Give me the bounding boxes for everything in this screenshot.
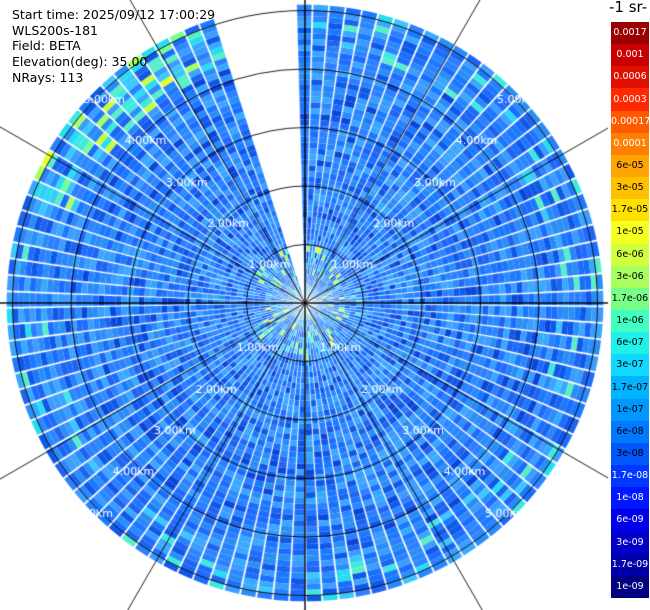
colorbar-cell bbox=[611, 110, 649, 134]
colorbar-label: 1e-05 bbox=[616, 226, 644, 238]
colorbar-cell bbox=[611, 177, 649, 200]
colorbar-label: 3e-06 bbox=[616, 270, 644, 282]
field-text: Field: BETA bbox=[12, 38, 81, 53]
colorbar-label: 0.0003 bbox=[613, 93, 647, 105]
colorbar-label: 3e-09 bbox=[616, 536, 644, 548]
start-time-text: Start time: 2025/09/12 17:00:29 bbox=[12, 7, 216, 22]
colorbar-cell bbox=[611, 66, 649, 89]
colorbar-label: 1e-06 bbox=[616, 315, 644, 327]
nrays-text: NRays: 113 bbox=[12, 70, 84, 85]
colorbar-cell bbox=[611, 575, 649, 599]
colorbar-label: 0.00017 bbox=[611, 115, 650, 127]
colorbar-label: 3e-05 bbox=[616, 182, 644, 194]
colorbar-cell bbox=[611, 265, 649, 289]
colorbar-label: 6e-06 bbox=[616, 248, 644, 260]
colorbar-cell bbox=[611, 531, 649, 555]
elevation-text: Elevation(deg): 35.00 bbox=[12, 54, 148, 69]
colorbar-label: 6e-05 bbox=[616, 160, 644, 171]
colorbar-label: 1.7e-07 bbox=[611, 381, 649, 393]
instrument-text: WLS200s-181 bbox=[12, 23, 98, 38]
colorbar-label: 1.7e-09 bbox=[611, 558, 649, 570]
colorbar-cell bbox=[611, 22, 649, 45]
colorbar-label: 0.0006 bbox=[613, 71, 647, 83]
colorbar-cell bbox=[611, 376, 649, 400]
colorbar-cell bbox=[611, 44, 649, 67]
colorbar-label: 1.7e-05 bbox=[611, 204, 649, 216]
colorbar-cell bbox=[611, 287, 649, 311]
colorbar-label: 6e-09 bbox=[616, 514, 644, 526]
colorbar-label: 1e-08 bbox=[616, 492, 644, 504]
colorbar-label: 3e-07 bbox=[616, 359, 644, 371]
colorbar-cell bbox=[611, 398, 649, 422]
colorbar-label: 1e-07 bbox=[616, 403, 644, 415]
colorbar-title: -1 sr- bbox=[609, 0, 648, 16]
colorbar-cell bbox=[611, 553, 649, 577]
colorbar-cell bbox=[611, 420, 649, 444]
colorbar-label: 6e-08 bbox=[616, 425, 644, 437]
colorbar-cell bbox=[611, 332, 649, 355]
colorbar-label: 1.7e-08 bbox=[611, 470, 649, 482]
colorbar-label: 3e-08 bbox=[616, 448, 644, 459]
colorbar-cell bbox=[611, 310, 649, 333]
colorbar-cell bbox=[611, 487, 649, 510]
colorbar-cell bbox=[611, 442, 649, 466]
colorbar-label: 0.001 bbox=[616, 49, 644, 61]
colorbar-cell bbox=[611, 354, 649, 377]
colorbar-cell bbox=[611, 199, 649, 222]
colorbar-cell bbox=[611, 465, 649, 488]
colorbar-cell bbox=[611, 88, 649, 112]
colorbar-cell bbox=[611, 221, 649, 245]
colorbar-cell bbox=[611, 243, 649, 267]
colorbar-label: 1e-09 bbox=[616, 580, 644, 592]
colorbar-label: 6e-07 bbox=[616, 337, 644, 349]
colorbar-cell bbox=[611, 132, 649, 156]
colorbar-label: 0.0017 bbox=[613, 27, 647, 39]
colorbar-cell bbox=[611, 154, 649, 178]
colorbar-cell bbox=[611, 509, 649, 533]
colorbar-label: 1.7e-06 bbox=[611, 292, 649, 304]
colorbar-label: 0.0001 bbox=[613, 137, 647, 149]
